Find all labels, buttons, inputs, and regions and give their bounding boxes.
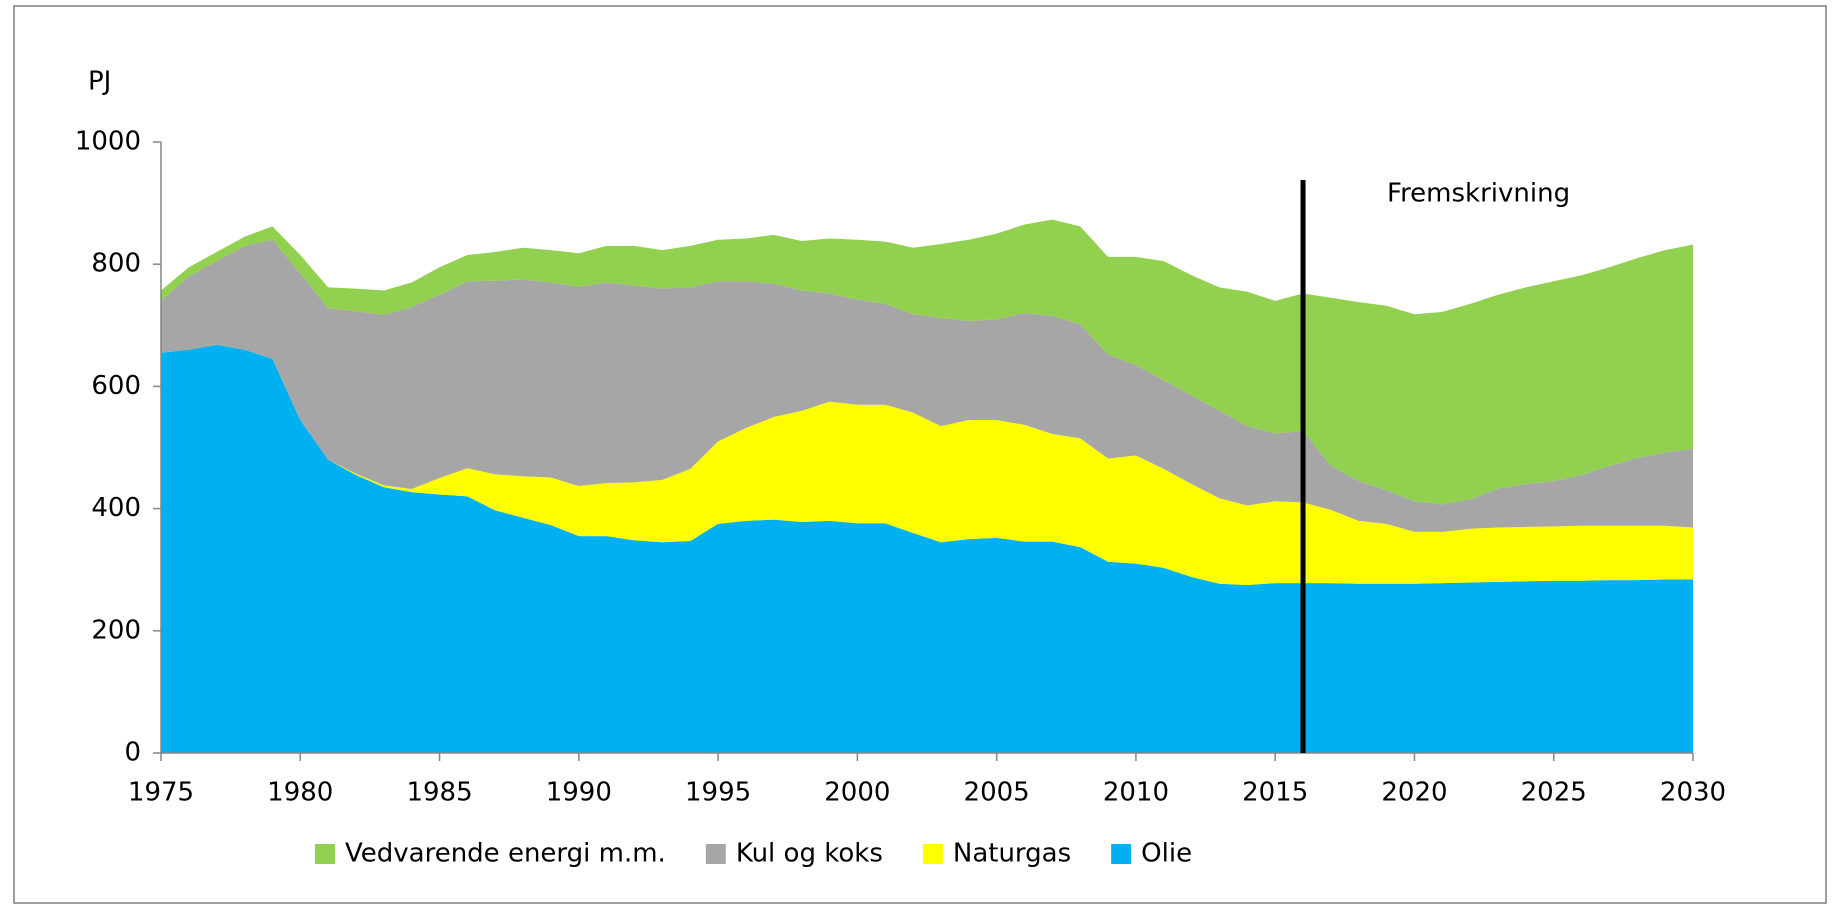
x-tick-label: 2015 <box>1242 778 1308 808</box>
y-tick-label: 600 <box>91 371 141 401</box>
legend-label: Kul og koks <box>736 839 883 869</box>
y-tick-label: 800 <box>91 249 141 279</box>
x-tick-label: 2005 <box>964 778 1030 808</box>
y-tick-label: 0 <box>124 738 141 768</box>
area <box>161 239 1693 532</box>
legend-label: Vedvarende energi m.m. <box>345 839 666 869</box>
x-tick-label: 1975 <box>128 778 194 808</box>
x-tick-label: 1980 <box>267 778 333 808</box>
areas <box>161 219 1693 753</box>
y-tick-label: 200 <box>91 615 141 645</box>
x-tick-label: 1995 <box>685 778 751 808</box>
x-tick-label: 2030 <box>1660 778 1726 808</box>
annotation-text: Fremskrivning <box>1387 179 1570 209</box>
y-axis-label: PJ <box>88 67 111 97</box>
area <box>161 344 1693 753</box>
legend-swatch <box>1111 844 1132 864</box>
legend-swatch <box>705 844 726 864</box>
legend-swatch <box>922 844 943 864</box>
x-tick-label: 2020 <box>1381 778 1447 808</box>
y-tick-label: 1000 <box>75 127 141 157</box>
legend-swatch <box>315 844 335 864</box>
legend-label: Olie <box>1141 839 1192 869</box>
y-tick-label: 400 <box>91 493 141 523</box>
x-tick-label: 1990 <box>546 778 612 808</box>
legend-label: Naturgas <box>953 839 1071 869</box>
area <box>161 219 1693 505</box>
x-tick-label: 2000 <box>824 778 890 808</box>
x-tick-label: 2025 <box>1521 778 1587 808</box>
area <box>161 344 1693 585</box>
x-tick-label: 2010 <box>1103 778 1169 808</box>
x-tick-label: 1985 <box>406 778 472 808</box>
